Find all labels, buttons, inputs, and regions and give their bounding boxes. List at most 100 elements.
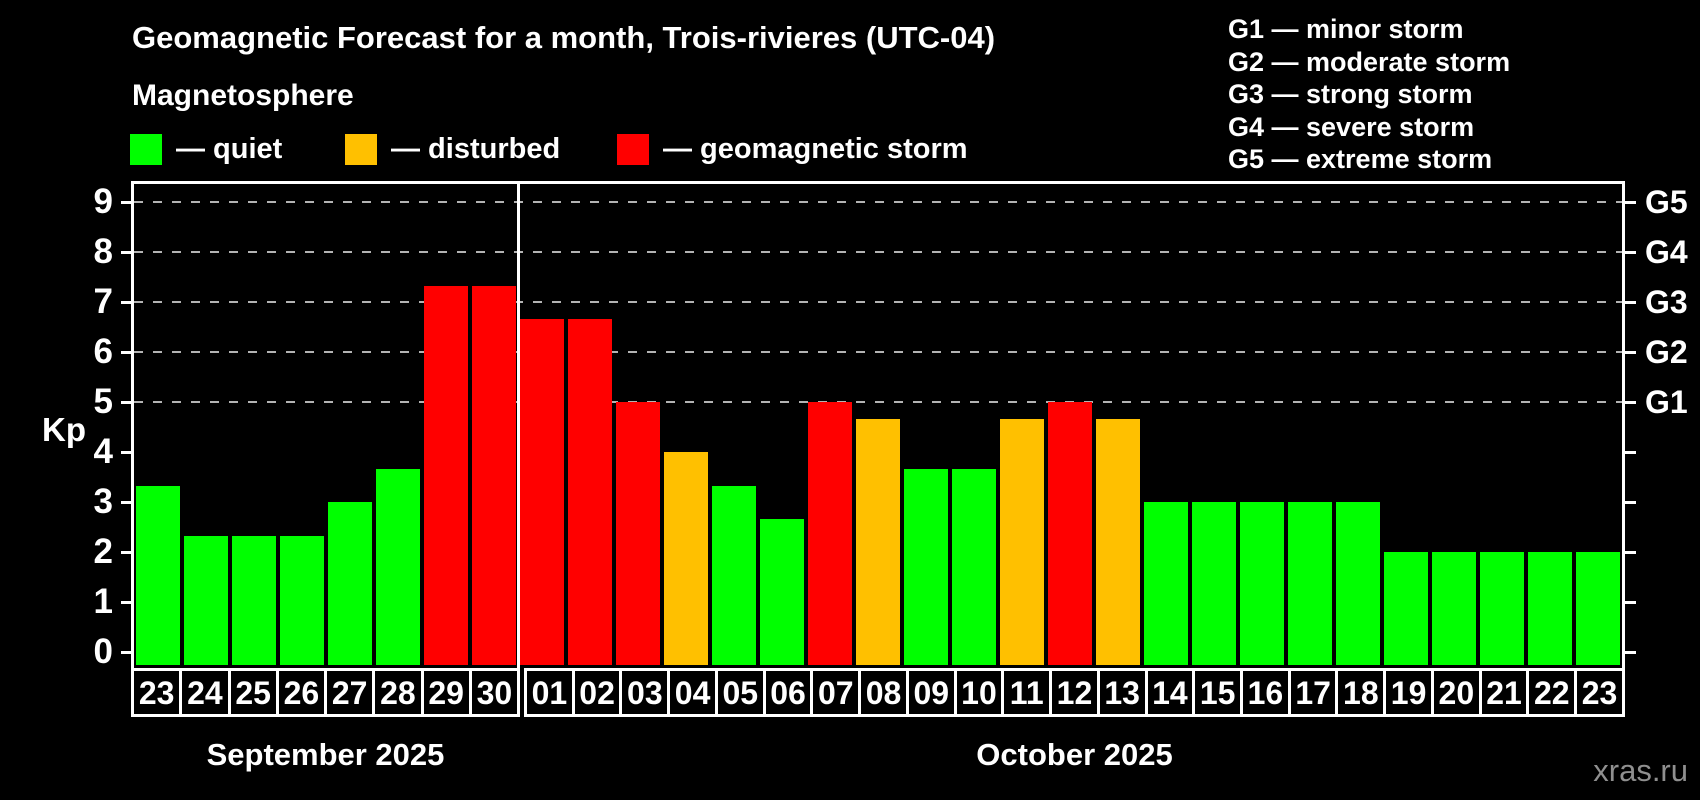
right-axis-tick bbox=[1625, 651, 1636, 654]
day-cell: 17 bbox=[1287, 668, 1339, 717]
day-cell: 25 bbox=[227, 668, 279, 717]
storm-scale-line: G5 — extreme storm bbox=[1228, 144, 1493, 174]
storm-scale-line: G1 — minor storm bbox=[1228, 14, 1464, 44]
right-axis-tick bbox=[1625, 401, 1636, 404]
kp-bar bbox=[952, 468, 996, 665]
y-tick-label: 6 bbox=[93, 332, 113, 371]
watermark: xras.ru bbox=[1593, 753, 1688, 788]
gridline bbox=[134, 351, 1622, 353]
right-axis-tick bbox=[1625, 201, 1636, 204]
kp-bar bbox=[1240, 502, 1284, 665]
day-cell: 14 bbox=[1144, 668, 1196, 717]
kp-bar bbox=[424, 285, 468, 665]
day-cell: 11 bbox=[1001, 668, 1053, 717]
day-cell: 08 bbox=[858, 668, 909, 717]
kp-bar bbox=[232, 535, 276, 665]
right-axis-tick bbox=[1625, 251, 1636, 254]
y-tick-label: 1 bbox=[93, 582, 113, 621]
kp-bar bbox=[1048, 402, 1092, 665]
legend-item: — geomagnetic storm bbox=[617, 132, 968, 166]
kp-bar bbox=[1336, 502, 1380, 665]
legend-label-disturbed: — disturbed bbox=[391, 132, 561, 165]
day-cell: 15 bbox=[1192, 668, 1244, 717]
day-cell: 21 bbox=[1478, 668, 1530, 717]
day-cell: 07 bbox=[810, 668, 862, 717]
storm-scale-line: G3 — strong storm bbox=[1228, 79, 1473, 109]
day-cell: 16 bbox=[1240, 668, 1291, 717]
day-cell: 04 bbox=[667, 668, 718, 717]
kp-bar bbox=[568, 318, 612, 665]
right-axis-tick bbox=[1625, 501, 1636, 504]
g-scale-label: G5 bbox=[1645, 184, 1688, 220]
legend-swatch-storm bbox=[617, 133, 649, 165]
kp-bar bbox=[280, 535, 324, 665]
y-axis-tick bbox=[121, 351, 132, 354]
day-cell: 12 bbox=[1049, 668, 1100, 717]
chart-subtitle: Magnetosphere bbox=[132, 79, 354, 112]
kp-bar bbox=[1144, 502, 1188, 665]
day-cell: 10 bbox=[953, 668, 1005, 717]
g-scale-label: G2 bbox=[1645, 334, 1688, 370]
legend-item: — quiet bbox=[130, 132, 282, 166]
legend-swatch-quiet bbox=[130, 133, 162, 165]
y-tick-label: 9 bbox=[93, 182, 113, 221]
y-axis-tick bbox=[121, 251, 132, 254]
g-scale-label: G3 bbox=[1645, 284, 1688, 320]
y-tick-label: 2 bbox=[93, 532, 113, 571]
y-axis-title: Kp bbox=[42, 411, 86, 448]
kp-bar bbox=[184, 535, 228, 665]
y-tick-label: 8 bbox=[93, 232, 113, 271]
legend-label-storm: — geomagnetic storm bbox=[663, 132, 968, 165]
month-separator-line bbox=[516, 181, 520, 668]
gridline bbox=[134, 251, 1622, 253]
kp-bar bbox=[328, 502, 372, 665]
kp-bar bbox=[904, 468, 948, 665]
legend-swatch-disturbed bbox=[345, 133, 377, 165]
legend-label-quiet: — quiet bbox=[176, 132, 283, 165]
kp-bar bbox=[520, 318, 564, 665]
page-title: Geomagnetic Forecast for a month, Trois-… bbox=[132, 20, 996, 55]
kp-bar bbox=[1384, 552, 1428, 665]
storm-scale-line: G4 — severe storm bbox=[1228, 111, 1475, 142]
month-label: September 2025 bbox=[206, 737, 445, 772]
g-scale-label: G4 bbox=[1645, 234, 1688, 270]
kp-bar bbox=[376, 468, 420, 665]
kp-bar bbox=[1288, 502, 1332, 665]
day-cell: 27 bbox=[324, 668, 376, 717]
day-cell: 09 bbox=[905, 668, 957, 717]
day-cell: 06 bbox=[762, 668, 814, 717]
legend-item: — disturbed bbox=[345, 132, 560, 166]
day-cell: 26 bbox=[275, 668, 327, 717]
storm-scale-line: G2 — moderate storm bbox=[1228, 46, 1511, 77]
y-axis-tick bbox=[121, 551, 132, 554]
right-axis-tick bbox=[1625, 351, 1636, 354]
plot-border-left bbox=[131, 181, 134, 668]
kp-bar bbox=[1096, 418, 1140, 665]
day-cell: 28 bbox=[372, 668, 424, 717]
day-cell: 30 bbox=[468, 668, 520, 717]
kp-bar bbox=[1000, 418, 1044, 665]
day-cell: 22 bbox=[1526, 668, 1578, 717]
plot-border-top bbox=[131, 181, 1625, 184]
kp-bar bbox=[1480, 552, 1524, 665]
kp-bar bbox=[1432, 552, 1476, 665]
y-tick-label: 4 bbox=[93, 432, 113, 471]
day-cell: 03 bbox=[619, 668, 671, 717]
kp-bar bbox=[760, 518, 804, 665]
day-cell: 18 bbox=[1335, 668, 1387, 717]
kp-bar bbox=[712, 485, 756, 665]
kp-bar bbox=[136, 485, 180, 665]
day-cell: 19 bbox=[1383, 668, 1434, 717]
y-axis-tick bbox=[121, 201, 132, 204]
y-tick-label: 5 bbox=[93, 382, 113, 421]
y-tick-label: 7 bbox=[93, 282, 113, 321]
storm-scale-legend: G1 — minor storm G2 — moderate storm G3 — … bbox=[1228, 13, 1510, 176]
kp-bar bbox=[616, 402, 660, 665]
kp-bar bbox=[808, 402, 852, 665]
day-cell: 13 bbox=[1096, 668, 1148, 717]
y-tick-label: 3 bbox=[93, 482, 113, 521]
month-label: October 2025 bbox=[976, 737, 1173, 772]
kp-bar bbox=[472, 285, 516, 665]
y-tick-label: 0 bbox=[93, 632, 113, 671]
